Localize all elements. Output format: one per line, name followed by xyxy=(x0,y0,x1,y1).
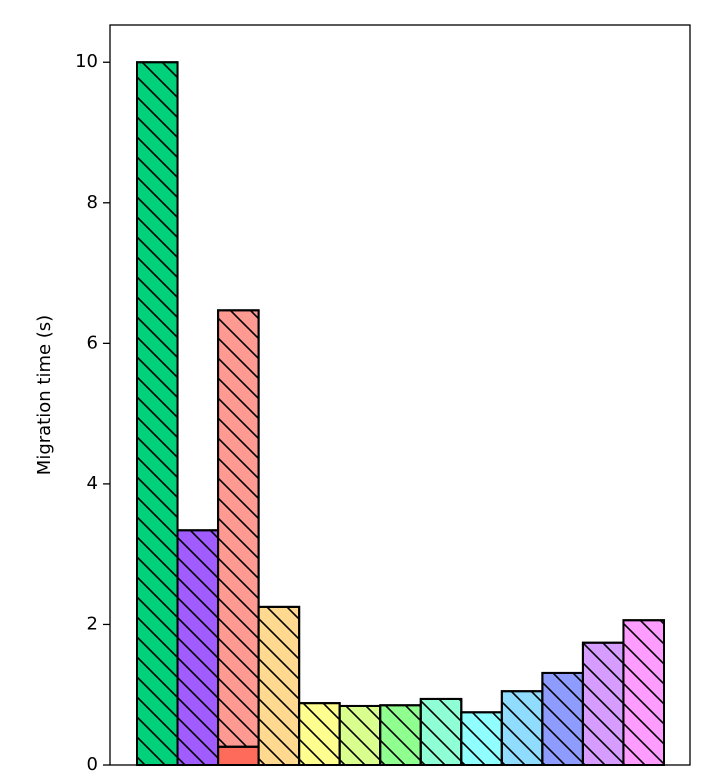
bar-hatch xyxy=(338,704,382,767)
bar-hatch xyxy=(176,529,220,766)
y-tick-label: 4 xyxy=(87,473,98,494)
bar-hatch xyxy=(541,671,584,766)
bar-hatch xyxy=(500,690,544,766)
bar-hatch xyxy=(379,704,422,767)
y-tick-label: 8 xyxy=(87,192,98,213)
plot-frame xyxy=(109,24,691,766)
bar-hatch xyxy=(419,697,463,766)
bar-hatch xyxy=(217,309,260,748)
y-tick-label: 10 xyxy=(75,51,98,72)
bar-hatch xyxy=(136,61,179,766)
y-tick-label: 2 xyxy=(87,613,98,634)
bar-hatch xyxy=(622,619,666,766)
bar-hatch xyxy=(581,641,625,767)
y-tick-label: 6 xyxy=(87,332,98,353)
bar-hatch xyxy=(298,702,341,767)
bar-hatch xyxy=(460,711,503,767)
y-tick-label: 0 xyxy=(87,754,98,775)
bar-hatch xyxy=(257,605,301,767)
bar xyxy=(217,745,260,766)
y-axis-label: Migration time (s) xyxy=(34,315,55,475)
